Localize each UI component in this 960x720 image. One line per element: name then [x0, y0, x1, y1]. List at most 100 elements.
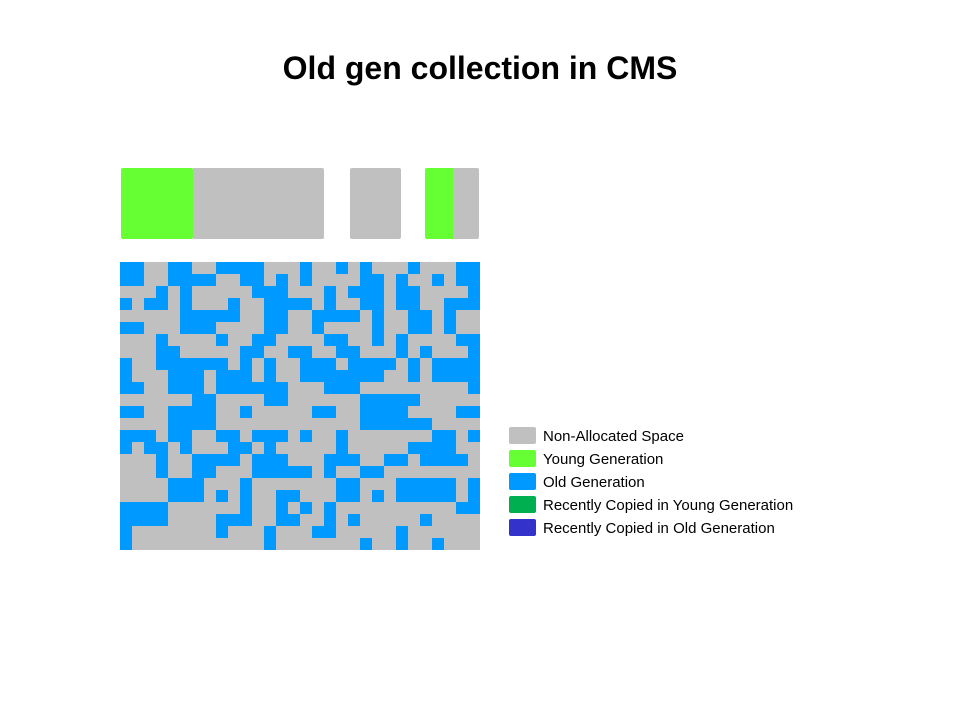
heap-cell-non-allocated: [276, 526, 288, 538]
heap-cell-non-allocated: [288, 418, 300, 430]
heap-cell-old: [468, 406, 480, 418]
heap-cell-non-allocated: [228, 322, 240, 334]
heap-cell-non-allocated: [228, 406, 240, 418]
heap-cell-non-allocated: [204, 502, 216, 514]
heap-cell-old: [264, 430, 276, 442]
heap-cell-non-allocated: [420, 538, 432, 550]
heap-cell-old: [276, 430, 288, 442]
heap-cell-non-allocated: [312, 514, 324, 526]
heap-cell-non-allocated: [324, 478, 336, 490]
heap-cell-non-allocated: [468, 442, 480, 454]
heap-cell-old: [252, 262, 264, 274]
heap-cell-old: [324, 334, 336, 346]
heap-cell-non-allocated: [384, 370, 396, 382]
heap-cell-non-allocated: [156, 274, 168, 286]
heap-cell-non-allocated: [132, 478, 144, 490]
heap-cell-old: [192, 322, 204, 334]
heap-cell-old: [276, 274, 288, 286]
heap-cell-non-allocated: [336, 286, 348, 298]
heap-cell-non-allocated: [408, 346, 420, 358]
heap-cell-non-allocated: [180, 454, 192, 466]
heap-cell-non-allocated: [216, 502, 228, 514]
heap-cell-old: [264, 286, 276, 298]
heap-cell-old: [192, 394, 204, 406]
heap-cell-non-allocated: [312, 502, 324, 514]
heap-cell-non-allocated: [156, 406, 168, 418]
heap-cell-non-allocated: [420, 406, 432, 418]
heap-cell-non-allocated: [204, 298, 216, 310]
heap-cell-non-allocated: [432, 418, 444, 430]
heap-cell-non-allocated: [360, 322, 372, 334]
heap-cell-old: [180, 442, 192, 454]
heap-cell-old: [264, 298, 276, 310]
heap-cell-non-allocated: [420, 526, 432, 538]
legend-label: Recently Copied in Old Generation: [543, 520, 775, 537]
heap-cell-non-allocated: [420, 286, 432, 298]
heap-cell-old: [432, 442, 444, 454]
heap-cell-non-allocated: [420, 502, 432, 514]
heap-cell-non-allocated: [324, 346, 336, 358]
heap-cell-non-allocated: [264, 478, 276, 490]
heap-cell-old: [360, 466, 372, 478]
heap-cell-old: [240, 274, 252, 286]
heap-cell-old: [192, 370, 204, 382]
heap-cell-non-allocated: [132, 346, 144, 358]
heap-cell-non-allocated: [336, 514, 348, 526]
heap-cell-old: [156, 502, 168, 514]
heap-cell-old: [420, 454, 432, 466]
heap-cell-old: [180, 430, 192, 442]
heap-cell-non-allocated: [348, 334, 360, 346]
heap-cell-non-allocated: [372, 454, 384, 466]
heap-cell-old: [420, 478, 432, 490]
heap-cell-old: [240, 478, 252, 490]
heap-cell-non-allocated: [216, 406, 228, 418]
heap-cell-non-allocated: [420, 298, 432, 310]
heap-cell-non-allocated: [432, 322, 444, 334]
heap-cell-old: [396, 286, 408, 298]
heap-cell-non-allocated: [384, 514, 396, 526]
heap-cell-old: [420, 490, 432, 502]
heap-cell-old: [276, 502, 288, 514]
heap-cell-non-allocated: [372, 526, 384, 538]
heap-cell-old: [264, 526, 276, 538]
heap-cell-non-allocated: [204, 478, 216, 490]
heap-cell-old: [336, 346, 348, 358]
heap-cell-non-allocated: [288, 538, 300, 550]
heap-cell-non-allocated: [168, 310, 180, 322]
heap-cell-old: [216, 382, 228, 394]
legend-label: Old Generation: [543, 474, 645, 491]
heap-cell-old: [156, 358, 168, 370]
heap-cell-non-allocated: [144, 406, 156, 418]
heap-cell-non-allocated: [144, 286, 156, 298]
heap-cell-non-allocated: [336, 274, 348, 286]
heap-cell-non-allocated: [372, 346, 384, 358]
heap-cell-non-allocated: [192, 526, 204, 538]
heap-cell-old: [168, 430, 180, 442]
heap-cell-old: [312, 370, 324, 382]
heap-cell-old: [408, 298, 420, 310]
heap-cell-old: [156, 454, 168, 466]
heap-cell-non-allocated: [264, 490, 276, 502]
heap-cell-old: [120, 406, 132, 418]
heap-cell-old: [420, 322, 432, 334]
heap-cell-non-allocated: [252, 490, 264, 502]
heap-cell-non-allocated: [420, 370, 432, 382]
heap-cell-old: [276, 322, 288, 334]
heap-cell-old: [408, 358, 420, 370]
heap-cell-non-allocated: [384, 478, 396, 490]
heap-cell-old: [324, 370, 336, 382]
heap-cell-old: [396, 418, 408, 430]
heap-cell-old: [468, 490, 480, 502]
heap-cell-non-allocated: [204, 286, 216, 298]
heap-cell-old: [216, 526, 228, 538]
heap-cell-non-allocated: [276, 442, 288, 454]
heap-cell-non-allocated: [192, 298, 204, 310]
heap-cell-non-allocated: [120, 454, 132, 466]
heap-cell-old: [432, 370, 444, 382]
heap-cell-old: [324, 358, 336, 370]
heap-cell-non-allocated: [312, 298, 324, 310]
heap-cell-non-allocated: [192, 538, 204, 550]
heap-cell-old: [336, 334, 348, 346]
heap-cell-non-allocated: [408, 454, 420, 466]
